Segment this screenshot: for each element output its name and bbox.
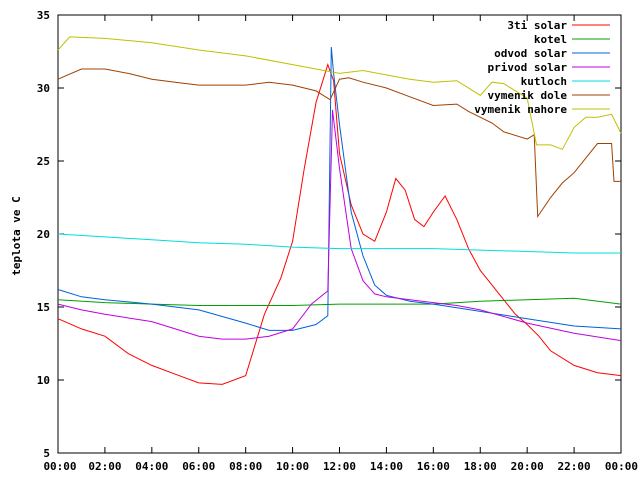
- series-lines: [57, 36, 622, 385]
- legend-label: 3ti solar: [507, 19, 567, 32]
- y-tick-label: 25: [37, 155, 50, 168]
- y-axis-label: teplota ve C: [10, 196, 23, 275]
- x-tick-label: 06:00: [182, 460, 215, 473]
- legend-label: privod solar: [488, 61, 568, 74]
- series-line-odvod-solar: [57, 47, 622, 331]
- x-tick-label: 12:00: [323, 460, 356, 473]
- series-line-privod-solar: [57, 109, 622, 342]
- x-tick-label: 22:00: [558, 460, 591, 473]
- series-line-vymenik-nahore: [57, 36, 622, 150]
- y-tick-label: 15: [37, 301, 50, 314]
- axis-ticks: 5 10 15 20 25 30 35 00:00 02:00 04:00 06:00 08:00 10…: [37, 9, 638, 473]
- legend-label: kutloch: [521, 75, 567, 88]
- y-tick-label: 10: [37, 374, 50, 387]
- x-tick-label: 02:00: [88, 460, 121, 473]
- series-line-3ti-solar: [57, 63, 622, 385]
- legend-label: odvod solar: [494, 47, 567, 60]
- x-tick-label: 10:00: [276, 460, 309, 473]
- legend-label: vymenik dole: [488, 89, 568, 102]
- series-line-vymenik-dole: [57, 68, 621, 219]
- y-tick-label: 5: [43, 447, 50, 460]
- x-tick-label: 16:00: [417, 460, 450, 473]
- series-line-kotel: [57, 297, 622, 306]
- series-line-kutloch: [57, 233, 621, 254]
- x-tick-label: 04:00: [135, 460, 168, 473]
- legend-label: vymenik nahore: [474, 103, 567, 116]
- x-tick-label: 18:00: [464, 460, 497, 473]
- x-tick-label: 00:00: [43, 460, 76, 473]
- y-tick-label: 30: [37, 82, 50, 95]
- legend-label: kotel: [534, 33, 567, 46]
- x-tick-label: 14:00: [370, 460, 403, 473]
- y-tick-label: 35: [37, 9, 50, 22]
- x-tick-label: 20:00: [511, 460, 544, 473]
- x-tick-label: 08:00: [229, 460, 262, 473]
- y-tick-label: 20: [37, 228, 50, 241]
- x-tick-label: 00:00: [605, 460, 638, 473]
